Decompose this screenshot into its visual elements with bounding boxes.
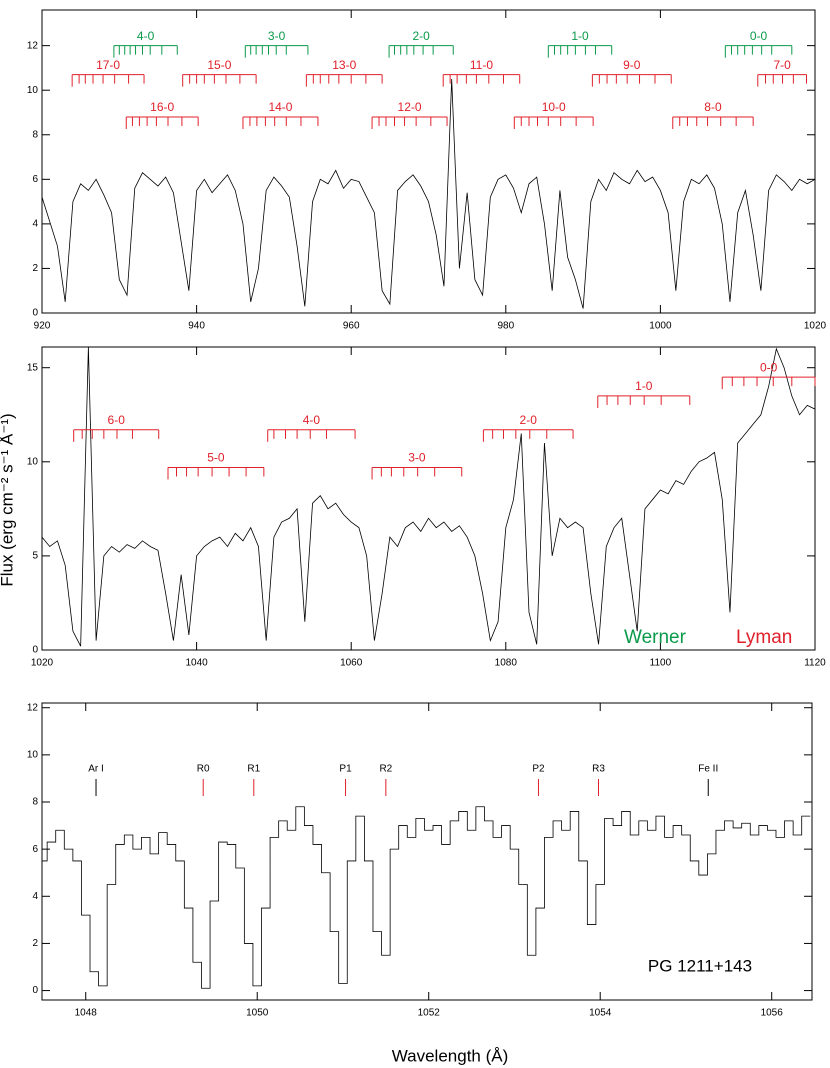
x-tick-label: 1048 [75,1008,98,1019]
band-label: 7-0 [773,58,791,72]
object-name: PG 1211+143 [648,956,752,975]
x-tick-label: 1020 [31,658,54,669]
x-tick-label: 980 [497,321,514,332]
band-label: 1-0 [635,379,653,393]
band-label: 1-0 [571,29,589,43]
y-tick-label: 10 [27,456,39,467]
spectrum [42,347,815,647]
band-label: 0-0 [760,360,778,374]
x-tick-label: 1056 [761,1008,784,1019]
x-tick-label: 960 [343,321,360,332]
y-tick-label: 8 [32,797,38,808]
band-label: 2-0 [520,413,538,427]
band-label: 13-0 [332,58,356,72]
plot-frame [41,346,816,651]
y-axis-label: Flux (erg cm⁻² s⁻¹ Å⁻¹) [0,413,16,586]
band-label: 15-0 [207,58,231,72]
plot-frame [41,702,813,1001]
band-label: 4-0 [303,413,321,427]
band-label: 4-0 [137,29,155,43]
band-label: 0-0 [750,29,768,43]
plot-frame [41,9,816,314]
line-id-label: P1 [339,764,352,775]
x-tick-label: 1040 [185,658,208,669]
y-tick-label: 2 [32,938,38,949]
legend-entry: Lyman [736,627,792,648]
line-id-label: R2 [379,764,392,775]
band-label: 10-0 [542,100,566,114]
band-label: 8-0 [704,100,722,114]
band-label: 17-0 [96,58,120,72]
band-label: 3-0 [268,29,286,43]
y-tick-label: 2 [32,263,38,274]
x-tick-label: 1000 [649,321,672,332]
band-label: 11-0 [470,58,493,72]
y-tick-label: 10 [27,749,39,760]
y-tick-label: 4 [32,891,38,902]
y-tick-label: 0 [32,985,38,996]
x-tick-label: 1020 [804,321,827,332]
band-label: 3-0 [408,451,426,465]
band-label: 2-0 [412,29,430,43]
y-tick-label: 10 [27,85,39,96]
y-tick-label: 0 [32,645,38,656]
spectrum [42,806,811,989]
line-id-label: P2 [532,764,545,775]
y-tick-label: 6 [32,174,38,185]
band-label: 6-0 [108,413,126,427]
x-tick-label: 1100 [650,658,672,669]
y-tick-label: 0 [32,308,38,319]
band-label: 9-0 [623,58,641,72]
x-tick-label: 1120 [804,658,826,669]
line-id-label: R3 [592,764,605,775]
line-id-label: R1 [247,764,260,775]
legend-entry: Werner [624,627,687,648]
y-tick-label: 15 [27,362,39,373]
x-tick-label: 1060 [340,658,363,669]
y-tick-label: 12 [27,702,39,713]
x-axis-label: Wavelength (Å) [392,1046,509,1065]
y-tick-label: 12 [27,40,39,51]
x-tick-label: 1054 [589,1008,612,1019]
y-tick-label: 8 [32,129,38,140]
y-tick-label: 6 [32,844,38,855]
line-id-label: R0 [197,764,210,775]
band-label: 12-0 [398,100,422,114]
x-tick-label: 1080 [495,658,518,669]
line-id-label: Fe II [698,764,718,775]
line-id-label: Ar I [88,764,104,775]
x-tick-label: 1050 [246,1008,269,1019]
x-tick-label: 940 [188,321,205,332]
x-tick-label: 1052 [418,1008,441,1019]
y-tick-label: 4 [32,219,38,230]
x-tick-label: 920 [34,321,51,332]
band-label: 5-0 [207,451,225,465]
band-label: 14-0 [268,100,292,114]
band-label: 16-0 [150,100,174,114]
y-tick-label: 5 [32,551,38,562]
spectrum [42,79,815,309]
